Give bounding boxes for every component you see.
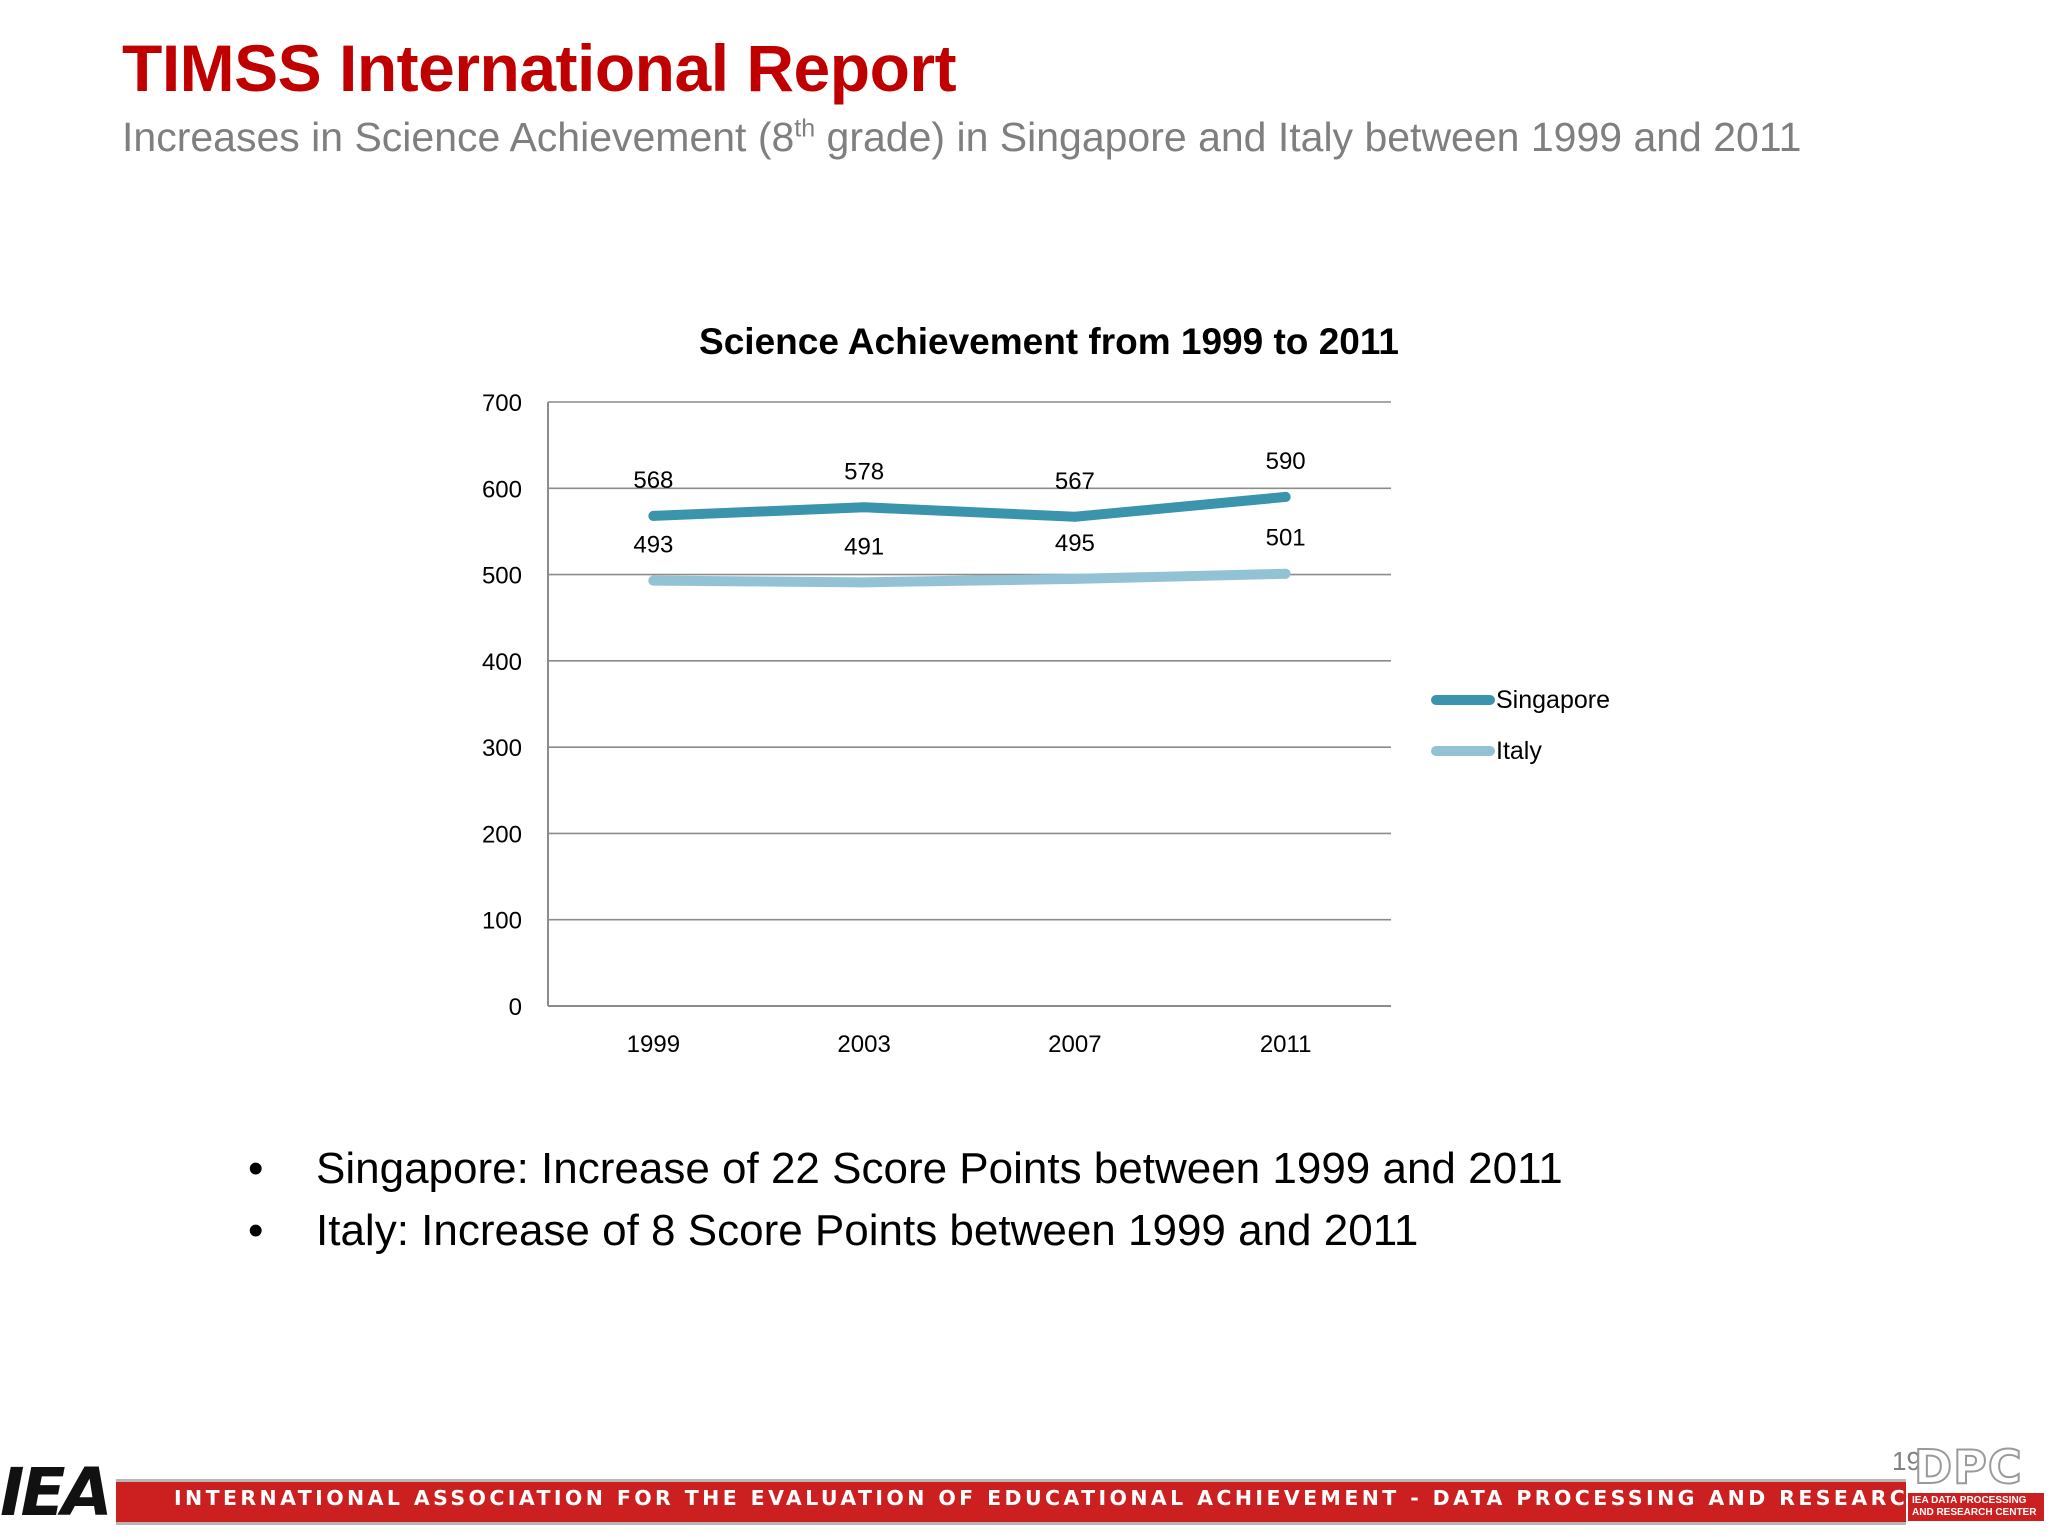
chart-gridlines [547,401,1391,1007]
data-label: 495 [1055,530,1095,557]
data-label: 501 [1266,525,1306,552]
chart-title: Science Achievement from 1999 to 2011 [699,321,1399,362]
bullet-marker: • [248,1206,264,1255]
data-label: 568 [633,467,673,494]
page-number: 19 [1892,1446,1921,1476]
dpc-logo-letters: DPC [1913,1440,2023,1494]
data-label: 491 [844,533,884,560]
bullet-item: • Italy: Increase of 8 Score Points betwe… [248,1200,1563,1262]
x-tick-label: 2003 [837,1031,890,1058]
data-point [648,575,659,586]
y-tick-label: 0 [509,994,522,1021]
slide-title: TIMSS International Report [122,31,957,105]
bullet-text: Italy: Increase of 8 Score Points betwee… [316,1206,1419,1255]
subtitle-superscript: th [794,114,816,143]
bullet-list: • Singapore: Increase of 22 Score Points … [248,1138,1563,1262]
legend-label: Italy [1496,737,1542,765]
x-tick-label: 2011 [1260,1031,1312,1058]
slide-subtitle: Increases in Science Achievement (8th gr… [122,114,1801,161]
subtitle-text-start: Increases in Science Achievement (8 [122,114,795,160]
data-point [1069,573,1080,584]
series-line-italy [648,568,1291,588]
chart-legend: Singapore Italy [1431,686,1610,765]
bullet-marker: • [248,1144,264,1193]
dpc-logo-subtext: IEA DATA PROCESSING AND RESEARCH CENTER [1908,1493,2044,1521]
data-point [648,510,659,521]
data-point [859,502,870,513]
data-label: 590 [1266,448,1306,475]
data-label: 567 [1055,468,1095,495]
bullet-text: Singapore: Increase of 22 Score Points b… [316,1144,1563,1193]
footer-bar [116,1479,1906,1525]
y-tick-label: 200 [482,821,522,848]
dpc-logo: DPC IEA DATA PROCESSING AND RESEARCH CEN… [1908,1440,2048,1536]
bullet-item: • Singapore: Increase of 22 Score Points … [248,1138,1563,1200]
y-tick-label: 300 [482,735,522,762]
y-tick-label: 500 [482,563,522,590]
y-tick-label: 600 [482,476,522,503]
legend-label: Singapore [1496,686,1610,714]
chart-data-labels: 568 578 567 590 493 491 495 501 [633,448,1305,560]
data-point [859,577,870,588]
series-line-singapore [648,491,1291,522]
iea-logo: IEA [0,1454,113,1531]
y-axis-tick-labels: 0 100 200 300 400 500 600 700 [482,390,522,1021]
subtitle-text-end: grade) in Singapore and Italy between 19… [815,114,1802,160]
data-label: 493 [633,532,673,559]
data-point [1280,491,1291,502]
science-achievement-chart: Science Achievement from 1999 to 2011 0 1… [482,321,1610,1058]
data-label: 578 [844,458,884,485]
x-tick-label: 2007 [1048,1031,1101,1058]
x-tick-label: 1999 [627,1031,680,1058]
x-axis-tick-labels: 1999 2003 2007 2011 [627,1031,1312,1058]
data-point [1280,568,1291,579]
footer-text: INTERNATIONAL ASSOCIATION FOR THE EVALUA… [174,1486,2048,1510]
data-point [1069,511,1080,522]
y-tick-label: 700 [482,390,522,417]
y-tick-label: 100 [482,908,522,935]
y-tick-label: 400 [482,649,522,676]
chart-series-lines [648,491,1291,588]
